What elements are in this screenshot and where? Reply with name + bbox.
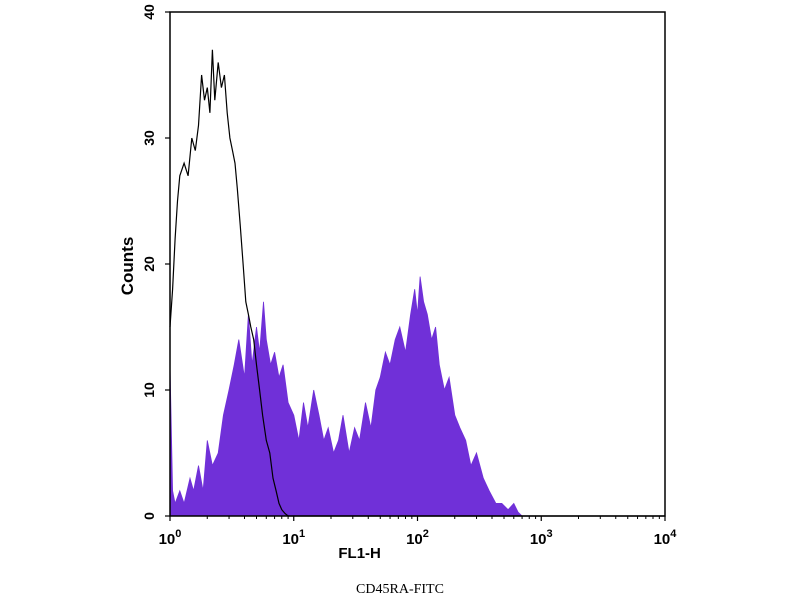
x-axis-label: FL1-H (338, 545, 381, 562)
y-axis-label: Counts (118, 237, 137, 296)
x-tick-label: 100 (159, 528, 182, 548)
x-tick-label: 102 (406, 528, 429, 548)
series-layer (169, 49, 665, 517)
x-axis-ticks: 100 101 102 103 104 (159, 516, 678, 548)
y-tick-label: 30 (141, 130, 157, 146)
y-tick-label: 40 (141, 4, 157, 20)
figure-caption: CD45RA-FITC (356, 582, 444, 597)
y-tick-label: 0 (141, 512, 157, 520)
y-tick-label: 10 (141, 382, 157, 398)
y-axis-ticks: 0 10 20 30 40 (141, 4, 170, 520)
histogram-outline-series (169, 49, 665, 517)
y-tick-label: 20 (141, 256, 157, 272)
x-tick-label: 101 (282, 528, 305, 548)
x-tick-label: 103 (530, 528, 553, 548)
x-tick-label: 104 (654, 528, 678, 548)
histogram-filled-series (169, 276, 665, 517)
